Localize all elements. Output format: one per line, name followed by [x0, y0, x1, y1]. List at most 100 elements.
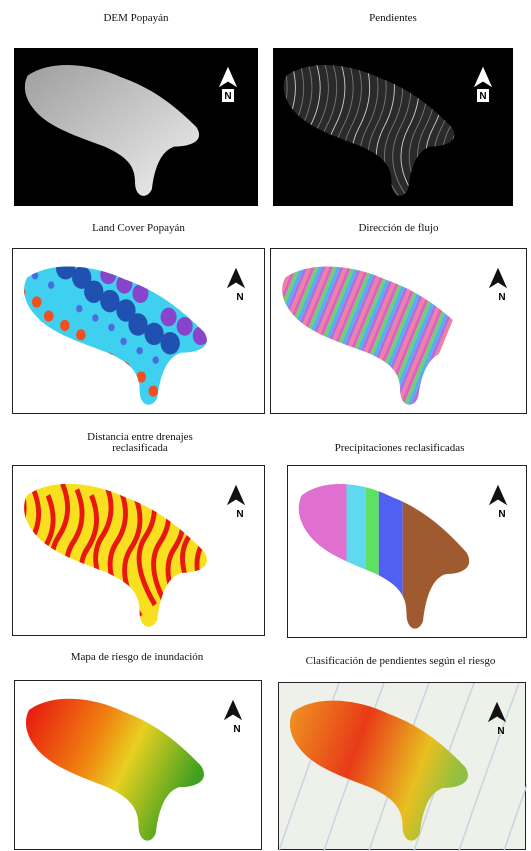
north-label: N [224, 91, 231, 102]
landcover-patch [92, 314, 98, 322]
landcover-patch [165, 395, 175, 406]
watershed [273, 56, 477, 198]
north-label: N [236, 509, 243, 520]
slope-streak [459, 56, 477, 198]
landcover-patch [181, 380, 187, 388]
landcover-patch [72, 383, 88, 402]
watershed [13, 257, 212, 411]
landcover-patch [88, 368, 101, 383]
map: N [13, 466, 266, 637]
panel-title: Mapa de riesgo de inundación [14, 652, 260, 663]
landcover-patch [148, 385, 158, 396]
landcover-patch [120, 338, 126, 346]
panel-title: DEM Popayán [14, 13, 258, 24]
landcover-patch [88, 392, 104, 411]
landcover-patch [120, 362, 130, 373]
dem-fill [20, 56, 204, 198]
landcover-patch [44, 310, 54, 321]
north-label: N [479, 91, 486, 102]
north-arrow [220, 68, 236, 86]
map: N [14, 48, 258, 206]
map: N [273, 48, 513, 206]
landcover-patch [16, 263, 22, 271]
landcover-patch [161, 332, 180, 355]
landcover-patch [44, 335, 57, 350]
panel-title: Dirección de flujo [270, 223, 527, 234]
map-panel: N [14, 680, 262, 850]
slope-streak [273, 56, 279, 198]
flow-stripe [271, 249, 290, 374]
landcover-patch [40, 388, 59, 411]
landcover-patch [108, 324, 114, 332]
landcover-patch [28, 325, 41, 340]
flow-stripe [271, 249, 293, 375]
watershed [294, 474, 474, 631]
landcover-patch [197, 389, 203, 397]
landcover-patch [32, 272, 38, 280]
map: N [279, 683, 527, 851]
north-arrow [228, 269, 244, 287]
landcover-patch [189, 355, 208, 378]
landcover-patch [13, 340, 28, 359]
landcover-patch [193, 278, 203, 289]
precip-zone [365, 474, 379, 631]
landcover-patch [76, 329, 86, 340]
map: N [288, 466, 528, 639]
panel-title: Land Cover Popayán [12, 223, 265, 234]
landcover-patch [193, 302, 206, 317]
landcover-patch [72, 358, 85, 373]
landcover-patch [193, 326, 209, 345]
landcover-patch [16, 311, 29, 326]
slope-streak [450, 56, 468, 198]
landcover-patch [48, 281, 54, 289]
drainage-line [197, 490, 213, 611]
landcover-patch [100, 265, 116, 284]
precip-zone [379, 474, 403, 631]
map: N [271, 249, 528, 415]
landcover-patch [116, 275, 132, 294]
landcover-patch [104, 377, 117, 392]
landcover-patch [132, 284, 148, 303]
north-arrow [490, 486, 506, 504]
landcover-patch [148, 269, 161, 284]
panel-title: Precipitaciones reclasificadas [272, 443, 527, 454]
north-label: N [497, 726, 504, 737]
risk-fill [21, 689, 209, 843]
landcover-patch [28, 374, 47, 397]
map-panel: N [270, 248, 527, 414]
slope-streak [273, 56, 287, 198]
watershed [20, 56, 204, 198]
north-arrow [490, 269, 506, 287]
precip-zone [347, 474, 366, 631]
landcover-patch [60, 344, 73, 359]
north-arrow [475, 68, 491, 86]
precip-zone [294, 474, 347, 631]
landcover-patch [32, 296, 42, 307]
landcover-patch [177, 293, 190, 308]
landcover-patch [60, 320, 70, 331]
landcover-patch [104, 353, 114, 364]
landcover-patch [72, 266, 91, 289]
landcover-patch [136, 347, 142, 355]
landcover-patch [165, 279, 178, 294]
landcover-patch [76, 305, 82, 313]
north-label: N [236, 292, 243, 303]
panel-title: Clasificación de pendientes según el rie… [270, 656, 531, 667]
north-arrow [228, 486, 244, 504]
map: N [13, 249, 266, 415]
landcover-patch [132, 260, 145, 275]
watershed [13, 474, 213, 629]
landcover-patch [56, 373, 72, 392]
landcover-patch [16, 287, 26, 298]
map-panel: N [12, 465, 265, 636]
watershed [21, 689, 209, 843]
landcover-patch [44, 359, 60, 378]
landcover-patch [165, 370, 171, 378]
basemap-road [504, 683, 527, 851]
page: DEM PopayánNPendientesNLand Cover Popayá… [0, 0, 531, 851]
north-arrow [225, 701, 241, 719]
map-panel: N [278, 682, 526, 850]
watershed [271, 249, 463, 415]
landcover-patch [28, 350, 44, 369]
north-label: N [498, 509, 505, 520]
